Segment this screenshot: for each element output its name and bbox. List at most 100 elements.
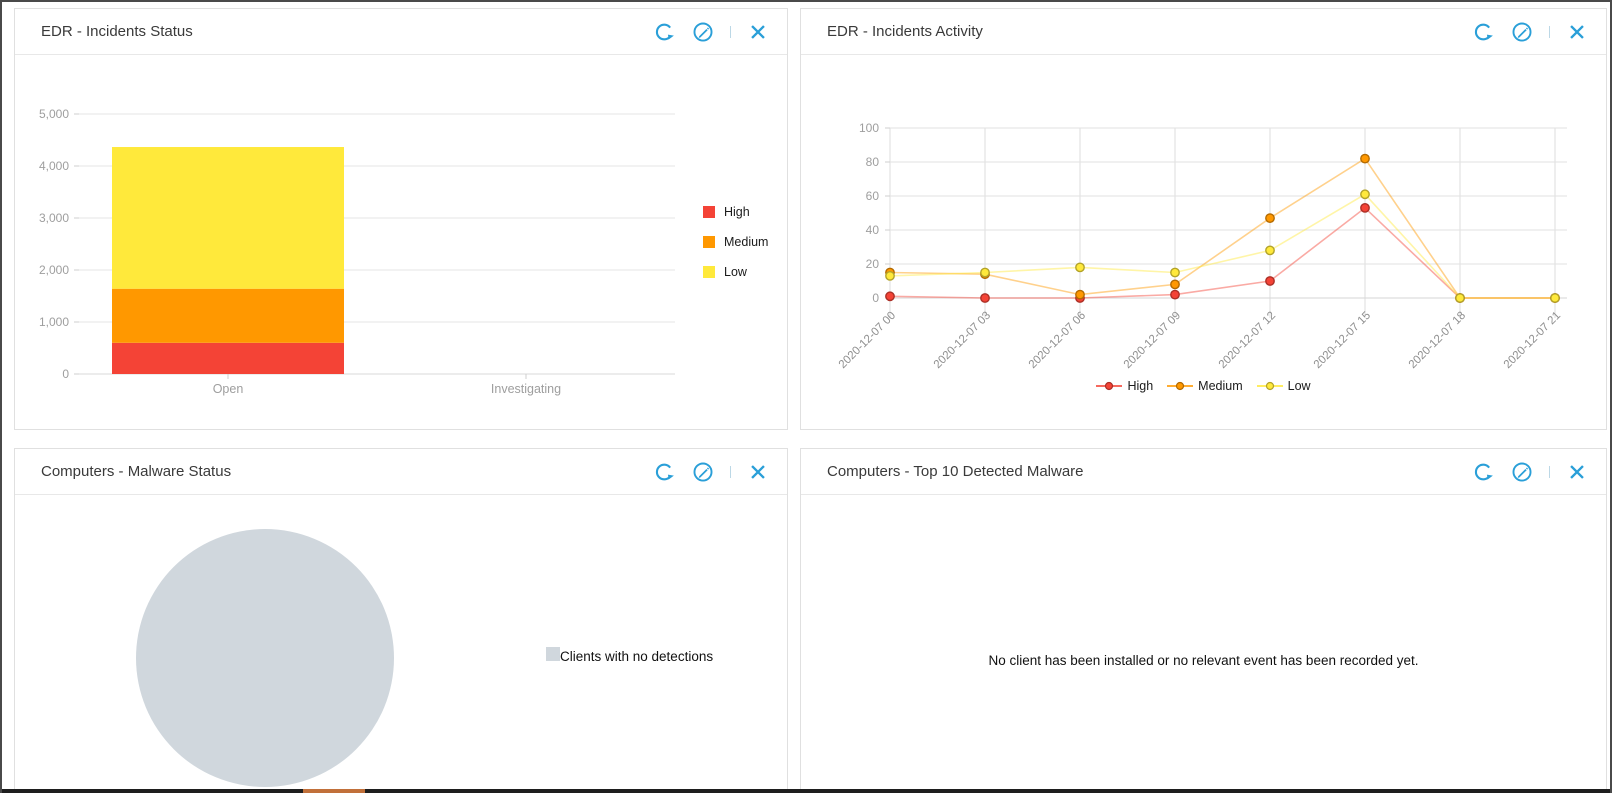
close-icon (1570, 464, 1584, 479)
legend-item: Medium (1167, 379, 1243, 393)
svg-text:1,000: 1,000 (39, 315, 69, 329)
refresh-icon (655, 23, 674, 40)
legend-swatch (703, 206, 715, 218)
panel-edr-incidents-status: EDR - Incidents Status (14, 8, 788, 430)
svg-text:2020-12-07 12: 2020-12-07 12 (1217, 310, 1278, 371)
panel-title: EDR - Incidents Activity (827, 23, 983, 40)
svg-text:2020-12-07 03: 2020-12-07 03 (932, 310, 993, 371)
legend-label: High (724, 205, 750, 219)
refresh-button[interactable] (1473, 461, 1495, 483)
edit-icon (1512, 22, 1532, 41)
vertical-divider (1549, 465, 1550, 478)
legend-label: High (1127, 379, 1154, 393)
svg-text:80: 80 (866, 155, 880, 169)
legend-item: High (703, 205, 768, 219)
panel-computers-malware-status: Computers - Malware Status (14, 448, 788, 793)
refresh-icon (1474, 463, 1493, 480)
svg-text:2,000: 2,000 (39, 263, 69, 277)
svg-text:2020-12-07 15: 2020-12-07 15 (1312, 310, 1373, 371)
svg-text:2020-12-07 21: 2020-12-07 21 (1502, 310, 1563, 371)
edit-button[interactable] (692, 21, 714, 43)
edit-icon (693, 22, 713, 41)
bar-chart-legend: High Medium Low (703, 205, 768, 279)
svg-text:Investigating: Investigating (491, 382, 561, 396)
legend-swatch (703, 266, 715, 278)
svg-text:0: 0 (62, 367, 69, 381)
empty-message: No client has been installed or no relev… (988, 653, 1419, 668)
incidents-activity-line-chart: 2020-12-07 00 2020-12-07 03 2020-12-07 06 2… (837, 121, 1567, 371)
malware-status-body: Clients with no detections (15, 495, 787, 793)
legend-swatch (546, 647, 560, 661)
legend-swatch (703, 236, 715, 248)
panel-title: Computers - Top 10 Detected Malware (827, 463, 1084, 480)
close-button[interactable] (747, 461, 769, 483)
line-chart-legend: High Medium Low (801, 379, 1606, 393)
legend-marker-icon (1256, 381, 1283, 391)
bottom-border (2, 789, 1610, 793)
svg-text:0: 0 (872, 291, 879, 305)
svg-text:2020-12-07 09: 2020-12-07 09 (1122, 310, 1183, 371)
legend-item: High (1096, 379, 1153, 393)
edit-icon (693, 462, 713, 481)
close-icon (1570, 24, 1584, 39)
svg-text:100: 100 (859, 121, 879, 135)
svg-text:2020-12-07 00: 2020-12-07 00 (837, 310, 898, 371)
svg-text:20: 20 (866, 257, 880, 271)
incidents-activity-body: 2020-12-07 00 2020-12-07 03 2020-12-07 06 2… (801, 55, 1606, 429)
panel-actions (654, 21, 769, 43)
legend-item: Medium (703, 235, 768, 249)
svg-text:2020-12-07 06: 2020-12-07 06 (1027, 310, 1088, 371)
refresh-button[interactable] (1473, 21, 1495, 43)
svg-text:3,000: 3,000 (39, 211, 69, 225)
panel-actions (654, 461, 769, 483)
refresh-icon (655, 463, 674, 480)
svg-text:5,000: 5,000 (39, 107, 69, 121)
refresh-button[interactable] (654, 461, 676, 483)
top-malware-body: No client has been installed or no relev… (801, 495, 1606, 793)
edit-button[interactable] (1511, 21, 1533, 43)
legend-item: Low (1256, 379, 1311, 393)
malware-status-pie-chart (136, 529, 394, 787)
edit-icon (1512, 462, 1532, 481)
panel-actions (1473, 21, 1588, 43)
legend-label: Clients with no detections (560, 649, 714, 664)
close-button[interactable] (1566, 461, 1588, 483)
edit-button[interactable] (692, 461, 714, 483)
panel-header: Computers - Top 10 Detected Malware (801, 449, 1606, 495)
legend-item: Clients with no detections (546, 647, 713, 666)
vertical-divider (730, 465, 731, 478)
panel-computers-top-malware: Computers - Top 10 Detected Malware (800, 448, 1607, 793)
edit-button[interactable] (1511, 461, 1533, 483)
vertical-divider (1549, 25, 1550, 38)
svg-text:60: 60 (866, 189, 880, 203)
svg-text:40: 40 (866, 223, 880, 237)
vertical-divider (730, 25, 731, 38)
refresh-button[interactable] (654, 21, 676, 43)
panel-header: EDR - Incidents Activity (801, 9, 1606, 55)
legend-marker-icon (1096, 381, 1123, 391)
close-button[interactable] (747, 21, 769, 43)
legend-label: Medium (724, 235, 769, 249)
panel-title: EDR - Incidents Status (41, 23, 193, 40)
close-icon (751, 464, 765, 479)
legend-label: Low (724, 265, 747, 279)
pie-chart-legend: Clients with no detections (546, 647, 713, 666)
incidents-status-body: 0 1,000 2,000 3,000 4,000 5,000 Open Investigat… (15, 55, 787, 429)
svg-text:Open: Open (213, 382, 244, 396)
bottom-edge-accent (303, 789, 365, 793)
panel-edr-incidents-activity: EDR - Incidents Activity (800, 8, 1607, 430)
panel-actions (1473, 461, 1588, 483)
svg-text:4,000: 4,000 (39, 159, 69, 173)
refresh-icon (1474, 23, 1493, 40)
panel-header: Computers - Malware Status (15, 449, 787, 495)
legend-item: Low (703, 265, 768, 279)
close-button[interactable] (1566, 21, 1588, 43)
legend-label: Medium (1198, 379, 1243, 393)
incidents-status-bar-chart: 0 1,000 2,000 3,000 4,000 5,000 Open Investigat… (39, 107, 675, 396)
legend-label: Low (1287, 379, 1311, 393)
close-icon (751, 24, 765, 39)
svg-text:2020-12-07 18: 2020-12-07 18 (1407, 310, 1468, 371)
legend-marker-icon (1167, 381, 1194, 391)
panel-header: EDR - Incidents Status (15, 9, 787, 55)
